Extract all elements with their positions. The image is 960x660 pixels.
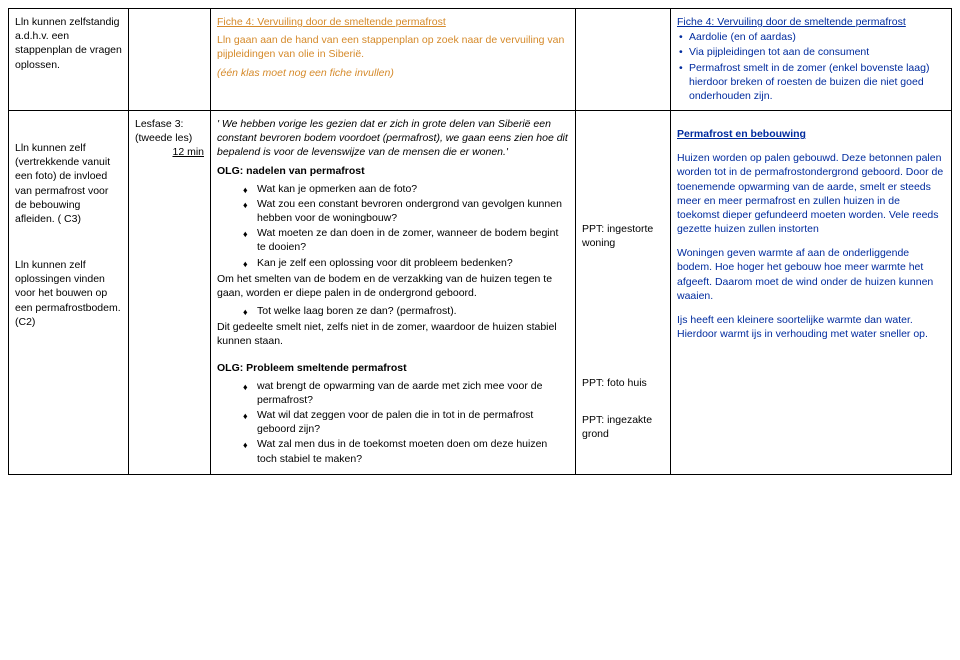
text: Lln kunnen zelf oplossingen vinden voor … xyxy=(15,258,122,329)
olg-heading: OLG: nadelen van permafrost xyxy=(217,164,569,178)
cell-content: Permafrost en bebouwing Huizen worden op… xyxy=(671,111,952,475)
list-item: Wat kan je opmerken aan de foto? xyxy=(243,182,569,196)
list-item: Via pijpleidingen tot aan de consument xyxy=(677,45,945,59)
question-list: wat brengt de opwarming van de aarde met… xyxy=(217,379,569,466)
text: Huizen worden op palen gebouwd. Deze bet… xyxy=(677,151,945,236)
fiche-title: Fiche 4: Vervuiling door de smeltende pe… xyxy=(217,15,569,29)
text: Om het smelten van de bodem en de verzak… xyxy=(217,272,569,300)
cell-phase: Lesfase 3: (tweede les) 12 min xyxy=(129,111,211,475)
cell-activity: Fiche 4: Vervuiling door de smeltende pe… xyxy=(211,9,576,111)
text: Woningen geven warmte af aan de onderlig… xyxy=(677,246,945,303)
phase-label: Lesfase 3: xyxy=(135,117,204,131)
cell-objectives: Lln kunnen zelf (vertrekkende vanuit een… xyxy=(9,111,129,475)
list-item: Wat zal men dus in de toekomst moeten do… xyxy=(243,437,569,465)
list-item: Wat zou een constant bevroren ondergrond… xyxy=(243,197,569,225)
text: Lln gaan aan de hand van een stappenplan… xyxy=(217,33,569,61)
text: Ijs heeft een kleinere soortelijke warmt… xyxy=(677,313,945,341)
list-item: Wat moeten ze dan doen in de zomer, wann… xyxy=(243,226,569,254)
text: Lln kunnen zelfstandig a.d.h.v. een stap… xyxy=(15,16,122,71)
section-heading: Permafrost en bebouwing xyxy=(677,127,945,141)
list-item: Tot welke laag boren ze dan? (permafrost… xyxy=(243,304,569,318)
ppt-ref: PPT: foto huis xyxy=(582,376,664,390)
cell-objectives: Lln kunnen zelfstandig a.d.h.v. een stap… xyxy=(9,9,129,111)
cell-content: Fiche 4: Vervuiling door de smeltende pe… xyxy=(671,9,952,111)
intro-text: ' We hebben vorige les gezien dat er zic… xyxy=(217,117,569,160)
table-row: Lln kunnen zelfstandig a.d.h.v. een stap… xyxy=(9,9,952,111)
fiche-title: Fiche 4: Vervuiling door de smeltende pe… xyxy=(677,16,906,28)
phase-duration: 12 min xyxy=(135,145,204,159)
text: Lln kunnen zelf (vertrekkende vanuit een… xyxy=(15,141,122,226)
cell-media: PPT: ingestorte woning PPT: foto huis PP… xyxy=(576,111,671,475)
list-item: wat brengt de opwarming van de aarde met… xyxy=(243,379,569,407)
text: Dit gedeelte smelt niet, zelfs niet in d… xyxy=(217,320,569,348)
list-item: Wat wil dat zeggen voor de palen die in … xyxy=(243,408,569,436)
phase-sub: (tweede les) xyxy=(135,131,204,145)
ppt-ref: PPT: ingestorte woning xyxy=(582,222,664,250)
bullet-list: Aardolie (en of aardas) Via pijpleidinge… xyxy=(677,30,945,103)
list-item: Permafrost smelt in de zomer (enkel bove… xyxy=(677,61,945,104)
cell-empty xyxy=(576,9,671,111)
ppt-ref: PPT: ingezakte grond xyxy=(582,413,664,441)
lesson-plan-table: Lln kunnen zelfstandig a.d.h.v. een stap… xyxy=(8,8,952,475)
olg-heading: OLG: Probleem smeltende permafrost xyxy=(217,361,569,375)
cell-activity: ' We hebben vorige les gezien dat er zic… xyxy=(211,111,576,475)
list-item: Aardolie (en of aardas) xyxy=(677,30,945,44)
table-row: Lln kunnen zelf (vertrekkende vanuit een… xyxy=(9,111,952,475)
question-list: Tot welke laag boren ze dan? (permafrost… xyxy=(217,304,569,318)
cell-empty xyxy=(129,9,211,111)
list-item: Kan je zelf een oplossing voor dit probl… xyxy=(243,256,569,270)
question-list: Wat kan je opmerken aan de foto? Wat zou… xyxy=(217,182,569,270)
note: (één klas moet nog een fiche invullen) xyxy=(217,66,569,80)
